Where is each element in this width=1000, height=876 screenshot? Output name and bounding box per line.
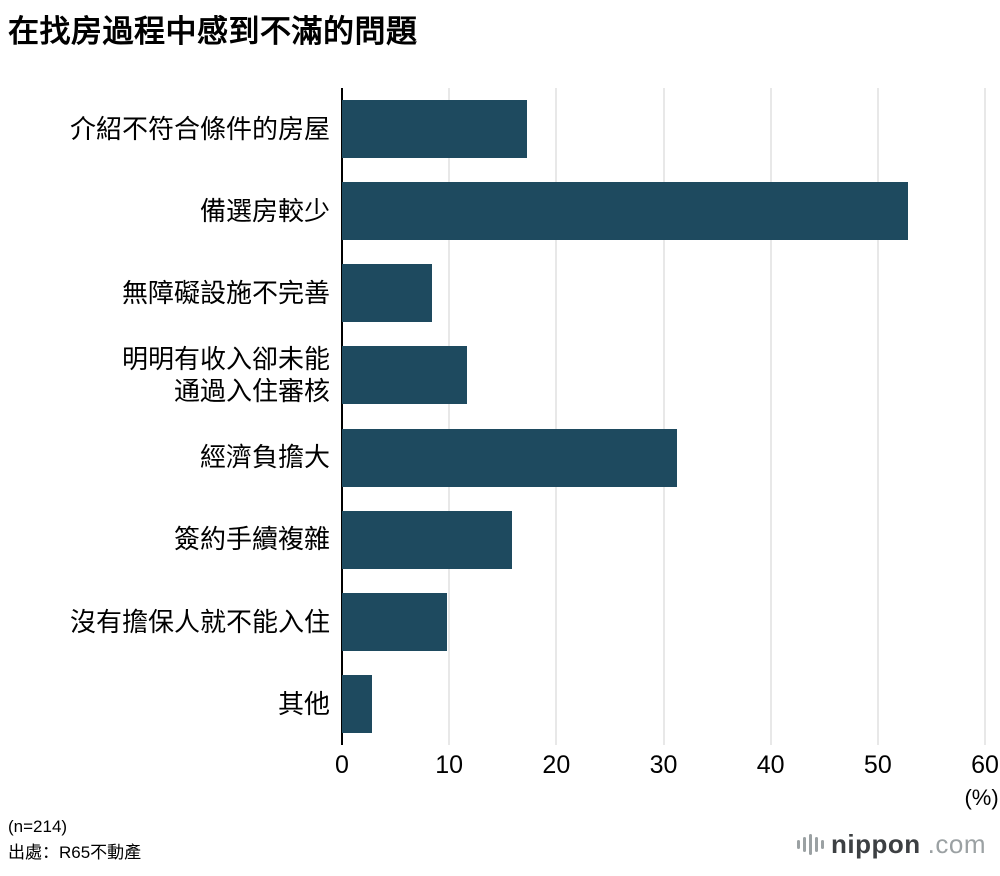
bar-row: 沒有擔保人就不能入住 <box>0 581 1000 663</box>
x-tick-40: 40 <box>756 751 785 779</box>
gridlines <box>341 88 986 745</box>
x-tick-30: 30 <box>649 751 678 779</box>
bar-track <box>342 252 985 334</box>
category-label: 備選房較少 <box>199 195 330 226</box>
x-tick-20: 20 <box>542 751 571 779</box>
x-tick-50: 50 <box>863 751 892 779</box>
bar <box>342 264 433 323</box>
bar-row: 備選房較少 <box>0 170 1000 252</box>
gridline-30 <box>663 88 664 745</box>
bar-track <box>342 334 985 416</box>
bar-track <box>342 88 985 170</box>
bar-track <box>342 581 985 663</box>
bar-row: 介紹不符合條件的房屋 <box>0 88 1000 170</box>
brand-suffix: .com <box>927 829 986 859</box>
bar-row: 明明有收入卻未能 通過入住審核 <box>0 334 1000 416</box>
y-axis-line <box>341 88 343 745</box>
chart-title: 在找房過程中感到不滿的問題 <box>8 14 418 49</box>
nippon-com-logo: nippon .com <box>796 829 986 860</box>
category-label: 沒有擔保人就不能入住 <box>69 606 330 637</box>
source-note: 出處：R65不動產 <box>8 842 142 862</box>
gridline-50 <box>877 88 879 745</box>
bar-row: 經濟負擔大 <box>0 417 1000 499</box>
x-tick-60: 60 <box>971 751 999 779</box>
bar <box>342 510 513 569</box>
bar-row: 其他 <box>0 663 1000 745</box>
gridline-40 <box>770 88 772 745</box>
category-label: 介紹不符合條件的房屋 <box>69 113 330 144</box>
x-tick-0: 0 <box>335 751 349 779</box>
plot-area: 介紹不符合條件的房屋 備選房較少 無障礙設施不完善 明明有收入卻未能 通過入住審… <box>0 88 1000 745</box>
gridline-10 <box>448 88 450 745</box>
category-label: 簽約手續複雜 <box>173 524 330 555</box>
bar <box>342 346 468 405</box>
bar-rows: 介紹不符合條件的房屋 備選房較少 無障礙設施不完善 明明有收入卻未能 通過入住審… <box>0 88 1000 745</box>
soundwave-icon <box>796 834 825 855</box>
category-label: 明明有收入卻未能 通過入住審核 <box>121 343 330 407</box>
x-axis-unit: (%) <box>964 785 999 810</box>
bar <box>342 428 678 487</box>
bar-row: 無障礙設施不完善 <box>0 252 1000 334</box>
gridline-20 <box>555 88 557 745</box>
category-label: 無障礙設施不完善 <box>121 278 330 309</box>
bar-row: 簽約手續複雜 <box>0 499 1000 581</box>
sample-size: (n=214) <box>8 817 68 836</box>
bar <box>342 182 908 241</box>
chart-footer: (n=214) 出處：R65不動產 <box>8 814 141 865</box>
bar-track <box>342 663 985 745</box>
bar-track <box>342 499 985 581</box>
bar <box>342 674 372 733</box>
gridline-60 <box>984 88 986 745</box>
bar-track <box>342 417 985 499</box>
x-axis: 0 10 20 30 40 50 60 (%) <box>335 751 999 821</box>
brand-name: nippon <box>831 829 921 859</box>
category-label: 經濟負擔大 <box>199 442 330 473</box>
category-label: 其他 <box>277 688 330 719</box>
bar <box>342 100 528 159</box>
bar <box>342 592 448 651</box>
x-tick-10: 10 <box>435 751 464 779</box>
bar-track <box>342 170 985 252</box>
